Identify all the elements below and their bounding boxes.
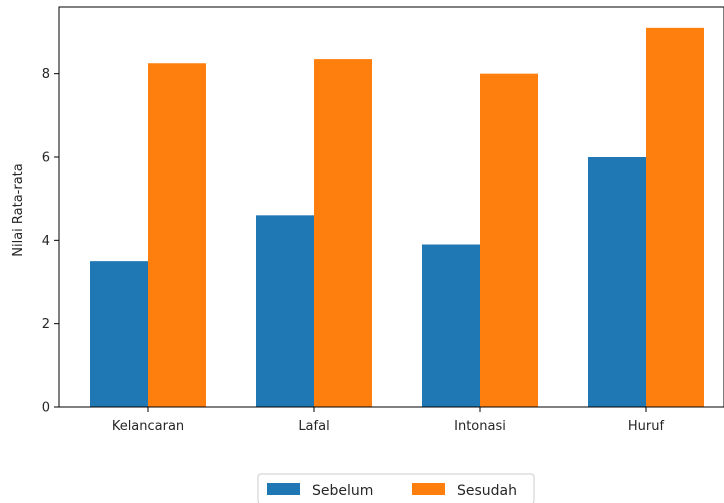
y-tick-label: 8 [42, 67, 50, 82]
legend: Sebelum Sesudah [257, 473, 535, 503]
legend-swatch-sesudah [412, 483, 445, 495]
plot-frame [58, 6, 724, 408]
bar-sesudah-lafal [314, 59, 372, 407]
bar-sebelum-lafal [256, 215, 314, 407]
bars [90, 27, 704, 408]
x-tick-label: Intonasi [454, 419, 506, 434]
x-tick-label: Lafal [298, 419, 329, 434]
bar-sebelum-kelancaran [90, 261, 148, 407]
x-axis-ticks: Kelancaran Lafal Intonasi Huruf [112, 407, 665, 434]
x-tick-label: Huruf [628, 419, 665, 434]
y-tick-label: 4 [42, 234, 50, 249]
y-axis-label: Nilai Rata-rata [11, 163, 26, 257]
y-tick-label: 0 [42, 401, 50, 416]
bar-sebelum-huruf [588, 157, 646, 407]
legend-box [257, 473, 535, 503]
y-tick-label: 2 [42, 317, 50, 332]
legend-label-sesudah: Sesudah [457, 483, 517, 499]
bar-sebelum-intonasi [422, 244, 480, 407]
legend-label-sebelum: Sebelum [312, 483, 373, 499]
legend-swatch-sebelum [267, 483, 300, 495]
bar-sesudah-huruf [646, 27, 704, 407]
bar-sesudah-intonasi [480, 73, 538, 408]
x-tick-label: Kelancaran [112, 419, 184, 434]
bar-sesudah-kelancaran [148, 63, 206, 407]
y-tick-label: 6 [42, 151, 50, 166]
y-axis-ticks: 0 2 4 6 8 [42, 67, 59, 416]
